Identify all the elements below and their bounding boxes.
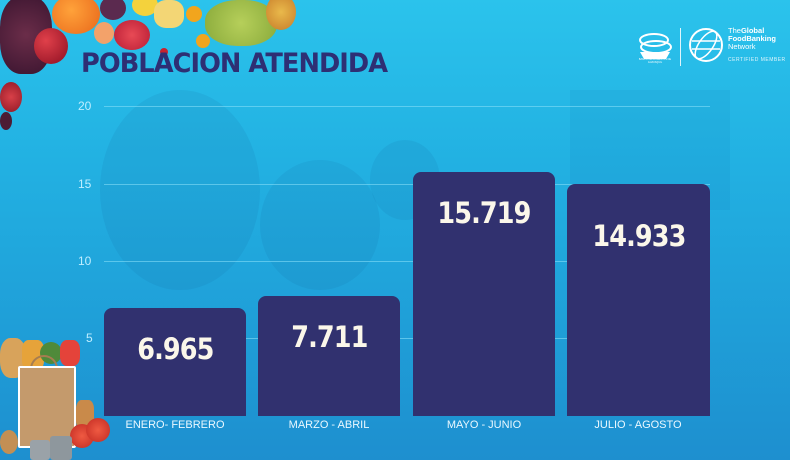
gridline-15 [104, 184, 710, 185]
page-title: POBLACION ATENDIDA [81, 48, 388, 79]
network-name: TheGlobal FoodBanking Network [728, 26, 776, 51]
x-label-enero-febrero: ENERO- FEBRERO [125, 419, 225, 431]
bar-julio-agosto: 14.933 [567, 184, 710, 416]
gridline-5 [104, 338, 710, 339]
background-photo-shape [100, 90, 260, 290]
logos: BANCO DE ALIMENTOS DE GUAYAQUIL TheGloba… [630, 24, 790, 68]
x-label-mayo-junio: MAYO - JUNIO [446, 419, 522, 431]
bar-value: 7.711 [290, 320, 368, 354]
fish-basket-logo-icon [639, 33, 672, 59]
bar-mayo-junio: 15.719 [413, 172, 555, 416]
y-tick-5: 5 [86, 331, 93, 345]
bar-marzo-abril: 7.711 [258, 296, 400, 416]
bar-enero-febrero: 6.965 [104, 308, 246, 416]
background-photo-shape [260, 160, 380, 290]
x-label-julio-agosto: JULIO - AGOSTO [594, 419, 682, 431]
y-tick-10: 10 [78, 254, 92, 268]
gridline-20 [104, 106, 710, 107]
certified-member-label: CERTIFIED MEMBER [728, 57, 786, 63]
grocery-bag [18, 366, 76, 448]
left-logo-caption: BANCO DE ALIMENTOS DE GUAYAQUIL [638, 58, 672, 64]
logo-divider [680, 28, 681, 66]
gridline-10 [104, 261, 710, 262]
globe-logo-icon [689, 28, 723, 62]
x-label-marzo-abril: MARZO - ABRIL [288, 419, 370, 431]
bar-value: 14.933 [591, 219, 686, 253]
bar-value: 15.719 [437, 196, 531, 230]
bar-value: 6.965 [136, 332, 214, 366]
y-tick-20: 20 [78, 99, 92, 113]
y-tick-15: 15 [78, 177, 92, 191]
